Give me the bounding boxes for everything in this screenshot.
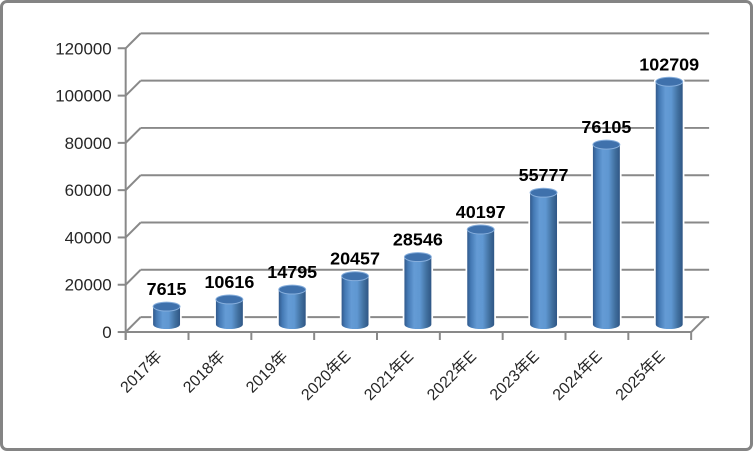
y-axis-tick-label: 120000 [55, 39, 112, 58]
x-axis-category-label: 2018年 [180, 347, 229, 396]
y-axis-tick-label: 100000 [55, 87, 112, 106]
bar-body [153, 306, 181, 330]
x-axis-category-label: 2021年E [361, 348, 418, 405]
x-axis-category-label: 2025年E [612, 348, 669, 405]
bar-cylinder [591, 138, 622, 331]
bar-top-face [341, 271, 370, 282]
bar-top-face [403, 252, 432, 263]
bar-cylinder [528, 186, 559, 331]
x-axis-category-label: 2022年E [423, 348, 480, 405]
axes-group [117, 47, 707, 340]
gridline-depth-connector [124, 174, 142, 191]
data-label: 55777 [519, 165, 569, 185]
data-label: 76105 [581, 117, 631, 137]
bar-cylinder [277, 283, 308, 331]
data-label: 20457 [330, 249, 380, 269]
bar-top-face [466, 224, 495, 235]
data-label: 7615 [147, 279, 187, 299]
bar-top-face [152, 301, 181, 312]
data-label: 40197 [456, 202, 506, 222]
gridline-depth-connector [124, 79, 142, 97]
bar-body [278, 289, 306, 330]
y-axis-tick-label: 80000 [65, 134, 112, 153]
gridline-depth-connector [124, 32, 142, 50]
floor-right-depth-edge [690, 316, 707, 333]
x-axis-category-label: 2024年E [549, 348, 606, 405]
gridlines-group [124, 32, 710, 333]
bar-cylinder [402, 250, 434, 331]
bar-top-face [278, 284, 307, 295]
gridline-depth-connector [124, 316, 142, 333]
bar-body [655, 81, 683, 330]
bars-group [151, 75, 685, 331]
bar-cylinder [465, 223, 496, 331]
x-axis-category-label: 2017年 [117, 347, 166, 396]
bar-cylinder [654, 75, 685, 331]
bar-cylinder [214, 293, 245, 331]
bar-body [592, 144, 620, 330]
y-axis-tick-label: 40000 [65, 228, 112, 247]
cylinder-bar-chart: 7615 10616 14795 20457 28546 40197 55777 76105 1… [55, 32, 710, 405]
bar-body [341, 276, 369, 330]
x-axis-category-label: 2020年E [298, 348, 355, 405]
y-axis-tick-label: 0 [102, 323, 111, 342]
y-axis-tick-label: 20000 [65, 276, 112, 295]
x-axis-category-label: 2019年 [242, 347, 291, 396]
data-label: 28546 [393, 230, 443, 250]
bar-body [404, 257, 432, 330]
data-label: 10616 [204, 272, 254, 292]
bar-top-face [529, 187, 558, 198]
bar-cylinder [151, 300, 182, 331]
gridline-depth-connector [124, 127, 142, 144]
data-label: 14795 [267, 262, 317, 282]
x-axis-category-label: 2023年E [486, 348, 543, 405]
bar-body [467, 229, 495, 330]
y-axis-tick-label: 60000 [65, 181, 112, 200]
bar-body [215, 299, 243, 330]
bar-body [530, 192, 558, 330]
bar-top-face [655, 76, 684, 87]
data-label: 102709 [639, 54, 699, 74]
bar-top-face [215, 294, 244, 305]
bar-top-face [592, 139, 621, 150]
gridline-depth-connector [124, 269, 142, 286]
gridline-depth-connector [124, 221, 142, 239]
data-labels-group: 7615 10616 14795 20457 28546 40197 55777 76105 1… [147, 54, 700, 299]
bar-cylinder [339, 269, 371, 331]
